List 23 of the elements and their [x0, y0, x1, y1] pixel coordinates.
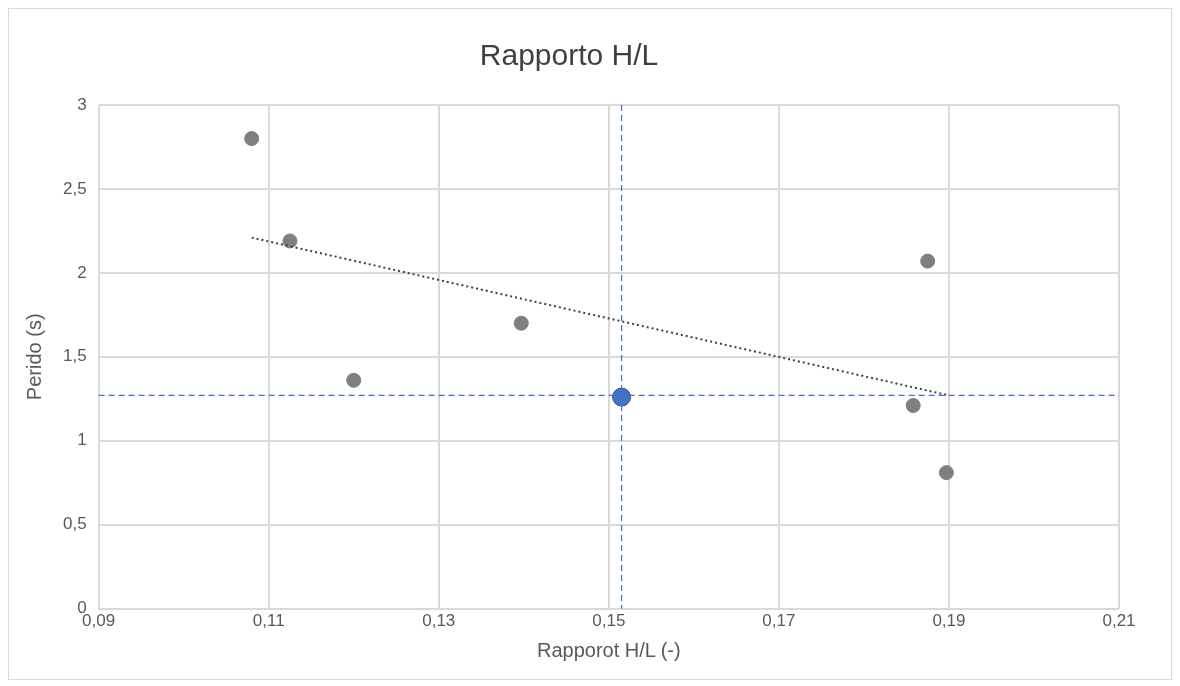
point [244, 131, 260, 147]
x-tick-label: 0,15 [592, 611, 626, 631]
point [513, 315, 529, 331]
point [612, 387, 632, 407]
x-axis-title: Rapporot H/L (-) [536, 638, 681, 661]
y-tick-label: 2,5 [62, 178, 87, 198]
x-tick-label: 0,19 [932, 611, 966, 631]
y-tick-label: 1 [77, 430, 87, 450]
point [920, 253, 936, 269]
point [938, 465, 954, 481]
point [905, 397, 921, 413]
y-tick-label: 1,5 [62, 346, 87, 366]
y-tick-label: 3 [77, 94, 87, 114]
x-tick-label: 0,13 [422, 611, 456, 631]
x-tick-label: 0,17 [762, 611, 796, 631]
point [346, 372, 362, 388]
y-tick-label: 2 [77, 262, 87, 282]
y-tick-label: 0,5 [62, 514, 87, 534]
point [282, 233, 298, 249]
chart-title: Rapporto H/L [479, 38, 659, 72]
x-tick-label: 0,11 [252, 611, 285, 631]
y-axis-title: Perido (s) [22, 313, 45, 401]
x-tick-label: 0,21 [1102, 611, 1136, 631]
